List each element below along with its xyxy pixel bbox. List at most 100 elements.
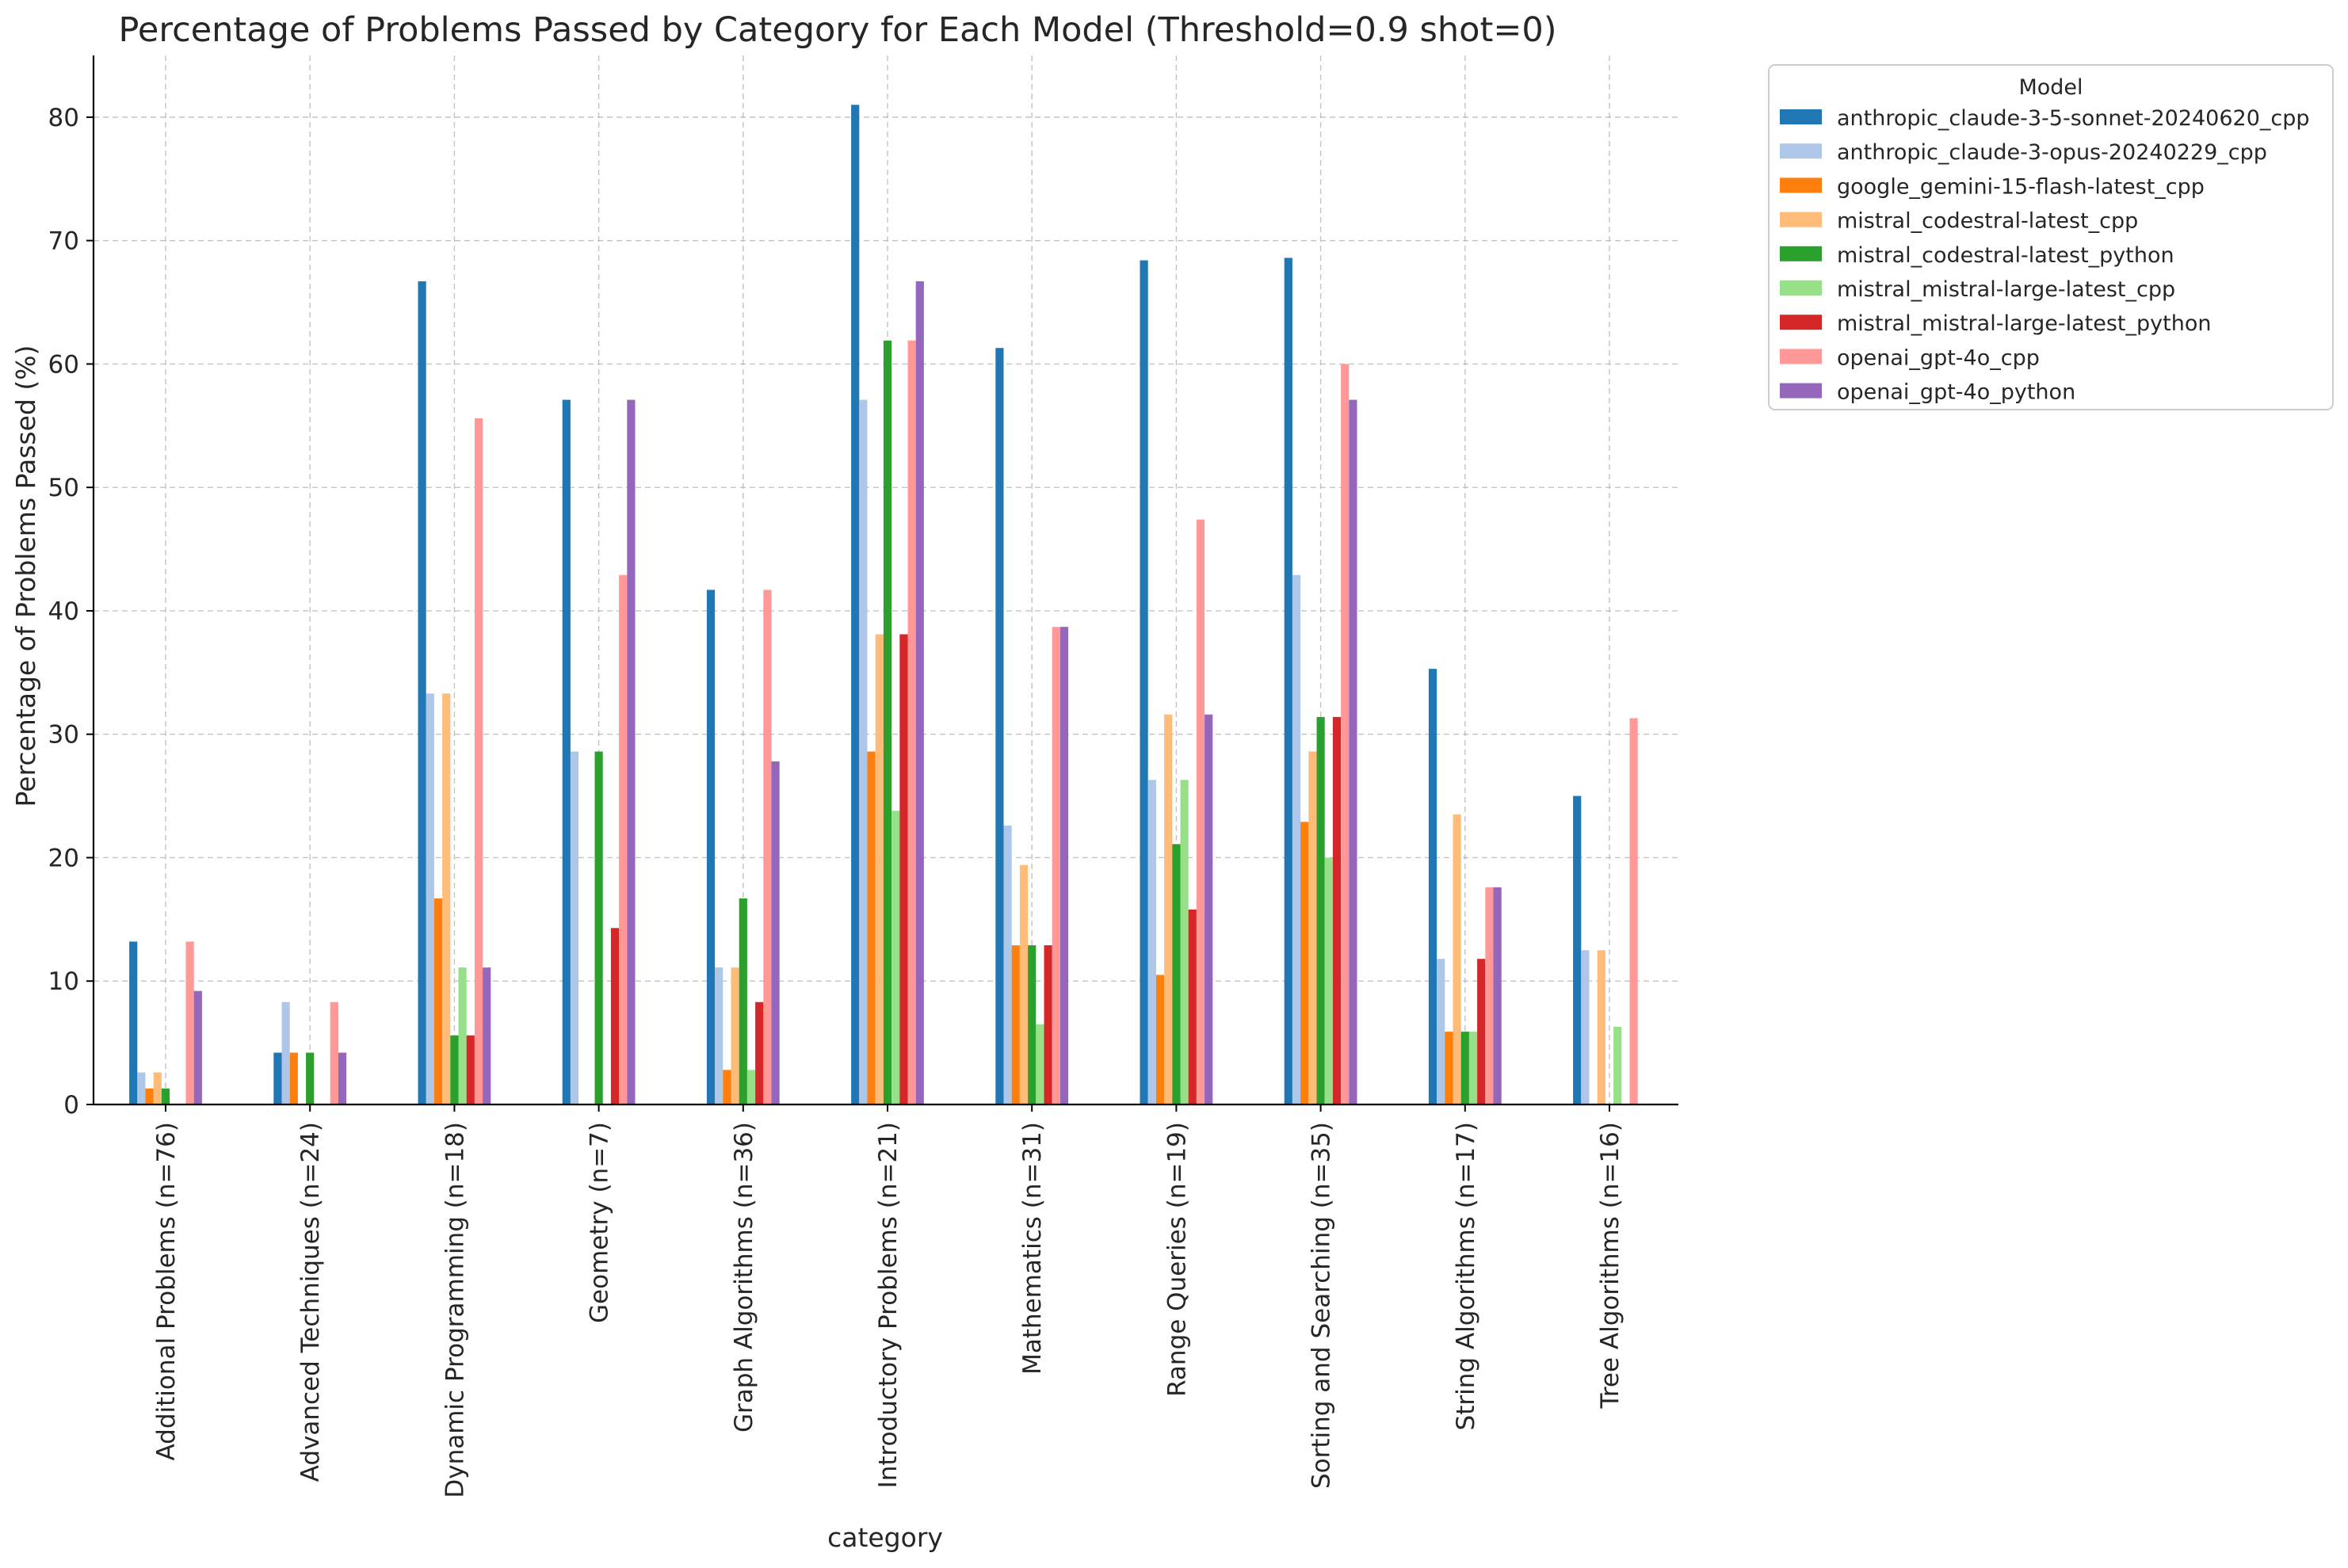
bar [338,1052,347,1104]
bar [273,1052,282,1104]
bar [746,1070,756,1104]
x-tick-label: Advanced Techniques (n=24) [296,1122,325,1482]
bar [1324,857,1333,1104]
y-tick-label: 40 [48,597,79,626]
bar [1052,627,1060,1104]
bar [1597,950,1605,1104]
bar [715,967,723,1104]
y-ticks: 0 10 20 30 40 50 60 70 80 [48,104,94,1120]
bar [1140,260,1148,1105]
bar [1036,1024,1044,1104]
bar [1188,909,1197,1104]
bar [483,967,491,1104]
bar [1011,945,1020,1104]
legend-swatch [1780,212,1822,227]
bar [755,1001,764,1104]
bar [562,399,571,1105]
bar [907,340,916,1104]
bar [1445,1032,1453,1104]
bar [627,399,636,1105]
bar [723,1070,731,1104]
x-tick-label: Geometry (n=7) [586,1122,614,1323]
bar [771,761,780,1104]
bar [1155,975,1165,1104]
bar [330,1001,338,1104]
legend-label: mistral_codestral-latest_cpp [1837,209,2138,234]
bar [1460,1032,1469,1104]
bar [1316,716,1325,1104]
y-tick-label: 60 [48,350,79,379]
bar [1147,780,1156,1104]
y-tick-label: 0 [63,1091,79,1120]
bar [1629,718,1638,1104]
legend-swatch [1780,143,1822,159]
bar [731,967,739,1104]
bar [306,1052,315,1104]
bar [739,898,747,1104]
bar [763,589,772,1104]
bar [185,941,194,1104]
bar [1581,950,1590,1104]
bar [1300,822,1309,1104]
bar [619,574,628,1104]
x-ticks: Additional Problems (n=76) Advanced Techn… [152,1104,1625,1498]
bar [474,418,483,1104]
bar [1437,959,1445,1104]
bar [466,1035,475,1104]
legend-title: Model [2018,75,2083,100]
x-tick-label: Sorting and Searching (n=35) [1308,1122,1336,1489]
bar [1477,959,1486,1104]
y-axis-label: Percentage of Problems Passed (%) [10,345,41,807]
bar [891,811,900,1104]
bar [145,1088,154,1104]
legend-box [1768,64,2334,410]
legend-label: anthropic_claude-3-opus-20240229_cpp [1837,140,2267,165]
legend-label: openai_gpt-4o_python [1837,380,2075,405]
bar [1044,945,1052,1104]
bar [289,1052,298,1104]
x-tick-label: String Algorithms (n=17) [1452,1122,1480,1430]
bar [1493,887,1502,1104]
bar [442,693,451,1104]
y-tick-label: 10 [48,967,79,996]
bar [1573,795,1582,1104]
x-tick-label: Range Queries (n=19) [1163,1122,1191,1397]
legend-label: mistral_mistral-large-latest_cpp [1837,277,2175,302]
bar [426,693,434,1104]
bar [137,1072,146,1104]
x-tick-label: Dynamic Programming (n=18) [441,1122,469,1498]
axes [92,55,1678,1106]
bar [433,898,443,1104]
bar [1284,258,1292,1105]
bar [458,967,467,1104]
bar [161,1088,170,1104]
bar [1332,716,1342,1104]
legend-label: mistral_codestral-latest_python [1837,243,2174,268]
bar [1468,1032,1478,1104]
bar [1349,399,1357,1105]
bar [610,928,620,1104]
bar [1485,887,1494,1104]
x-tick-label: Mathematics (n=31) [1018,1122,1047,1375]
legend-swatch [1780,109,1822,124]
legend-swatch [1780,315,1822,330]
bar [1613,1026,1622,1104]
legend-swatch [1780,349,1822,364]
bar [1308,751,1317,1104]
chart-title: Percentage of Problems Passed by Categor… [118,10,1556,50]
y-tick-label: 50 [48,474,79,502]
bar [1453,814,1461,1104]
bar [129,941,138,1104]
bar [1164,714,1173,1104]
x-tick-label: Introductory Problems (n=21) [874,1122,903,1488]
bar [281,1001,290,1104]
bar [1172,844,1181,1104]
y-tick-label: 80 [48,104,79,132]
bar [450,1035,459,1104]
bar [1059,627,1069,1104]
legend: Model anthropic_claude-3-5-sonnet-202406… [1768,64,2334,410]
bar [1196,519,1205,1104]
legend-swatch [1780,246,1822,261]
